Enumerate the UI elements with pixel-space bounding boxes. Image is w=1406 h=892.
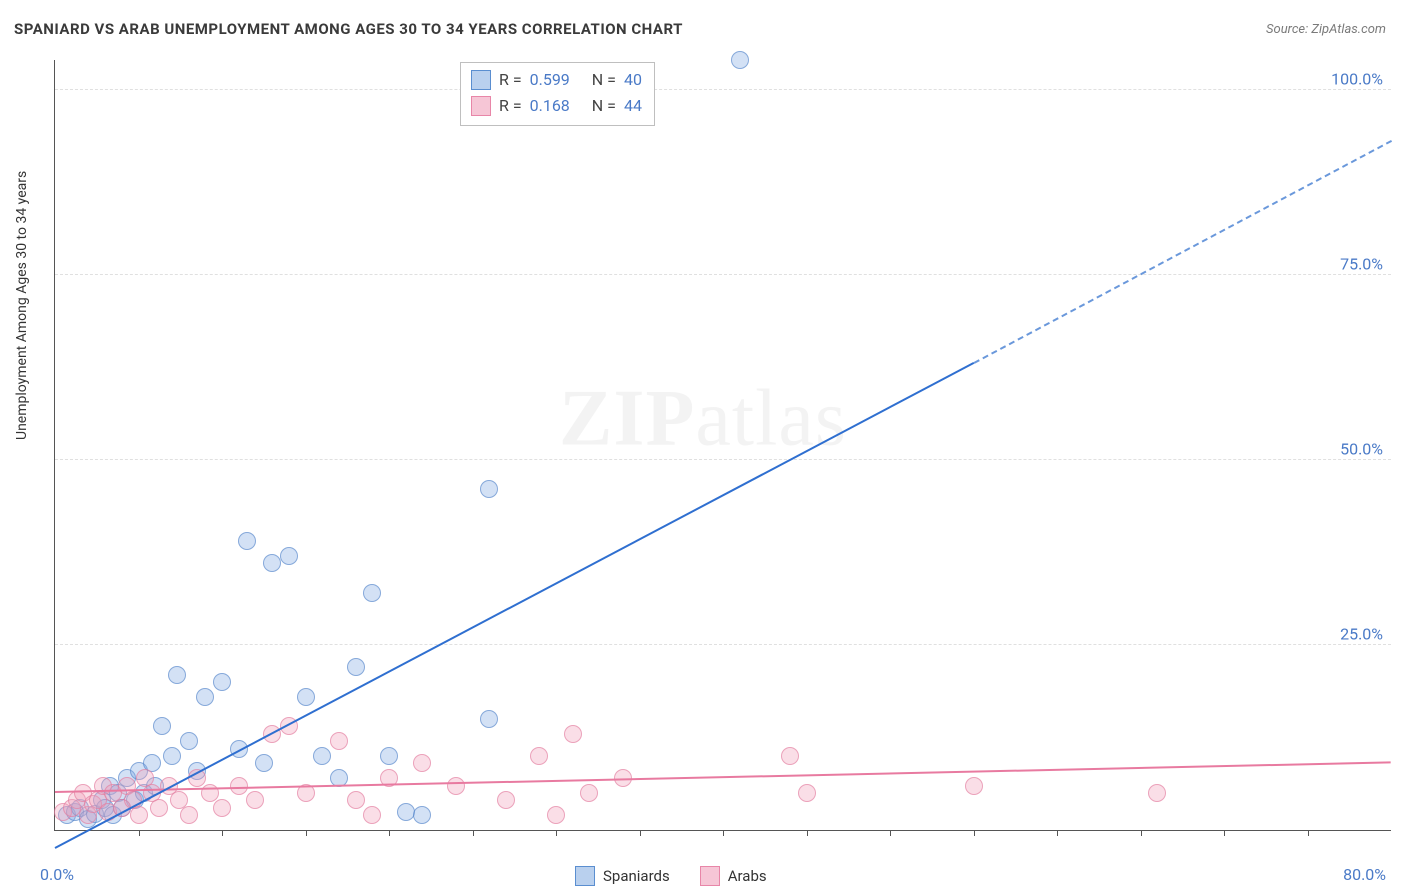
x-tick bbox=[1141, 830, 1142, 836]
legend-swatch bbox=[700, 866, 720, 886]
x-tick bbox=[306, 830, 307, 836]
spaniards-point bbox=[297, 688, 315, 706]
x-tick bbox=[139, 830, 140, 836]
arabs-point bbox=[230, 777, 248, 795]
spaniards-point bbox=[731, 51, 749, 69]
x-tick bbox=[473, 830, 474, 836]
x-tick bbox=[640, 830, 641, 836]
source-attribution: Source: ZipAtlas.com bbox=[1266, 22, 1386, 37]
arabs-point bbox=[497, 791, 515, 809]
x-tick bbox=[1308, 830, 1309, 836]
legend-label: Arabs bbox=[728, 867, 767, 885]
x-tick bbox=[1057, 830, 1058, 836]
legend-swatch bbox=[575, 866, 595, 886]
arabs-point bbox=[530, 747, 548, 765]
legend-item: Arabs bbox=[700, 866, 767, 886]
spaniards-point bbox=[413, 806, 431, 824]
arabs-point bbox=[580, 784, 598, 802]
stat-r-value: 0.168 bbox=[530, 93, 570, 119]
spaniards-point bbox=[313, 747, 331, 765]
stat-n-label: N = bbox=[592, 93, 616, 119]
arabs-point bbox=[965, 777, 983, 795]
legend-label: Spaniards bbox=[603, 867, 670, 885]
stat-n-value: 40 bbox=[624, 67, 642, 93]
x-tick bbox=[556, 830, 557, 836]
x-axis-max-label: 80.0% bbox=[1343, 865, 1386, 884]
stat-r-label: R = bbox=[499, 67, 522, 93]
x-tick bbox=[1224, 830, 1225, 836]
x-tick bbox=[890, 830, 891, 836]
arabs-point bbox=[347, 791, 365, 809]
spaniards-point bbox=[238, 532, 256, 550]
grid-line bbox=[55, 459, 1391, 460]
stat-r-value: 0.599 bbox=[530, 67, 570, 93]
arabs-point bbox=[150, 799, 168, 817]
series-legend: Spaniards Arabs bbox=[575, 866, 767, 886]
spaniards-point bbox=[180, 732, 198, 750]
spaniards-point bbox=[196, 688, 214, 706]
plot-area: 25.0% 50.0% 75.0% 100.0% bbox=[54, 60, 1391, 831]
spaniards-point bbox=[397, 803, 415, 821]
arabs-point bbox=[413, 754, 431, 772]
arabs-point bbox=[781, 747, 799, 765]
arabs-point bbox=[330, 732, 348, 750]
arabs-point bbox=[564, 725, 582, 743]
spaniards-point bbox=[213, 673, 231, 691]
spaniards-point bbox=[347, 658, 365, 676]
x-tick bbox=[389, 830, 390, 836]
grid-line bbox=[55, 89, 1391, 90]
y-tick-label: 75.0% bbox=[1340, 254, 1383, 273]
spaniards-point bbox=[480, 710, 498, 728]
arabs-point bbox=[1148, 784, 1166, 802]
x-axis-min-label: 0.0% bbox=[40, 865, 74, 884]
chart-title: SPANIARD VS ARAB UNEMPLOYMENT AMONG AGES… bbox=[14, 20, 683, 38]
x-tick bbox=[222, 830, 223, 836]
y-tick-label: 50.0% bbox=[1340, 439, 1383, 458]
stats-row: R = 0.168 N = 44 bbox=[471, 93, 642, 119]
y-axis-label: Unemployment Among Ages 30 to 34 years bbox=[14, 171, 30, 440]
spaniards-point bbox=[153, 717, 171, 735]
legend-item: Spaniards bbox=[575, 866, 670, 886]
spaniards-point bbox=[255, 754, 273, 772]
stat-n-label: N = bbox=[592, 67, 616, 93]
spaniards-point bbox=[480, 480, 498, 498]
spaniards-point bbox=[380, 747, 398, 765]
x-tick bbox=[723, 830, 724, 836]
arabs-point bbox=[363, 806, 381, 824]
correlation-stats-box: R = 0.599 N = 40 R = 0.168 N = 44 bbox=[460, 62, 655, 126]
stats-row: R = 0.599 N = 40 bbox=[471, 67, 642, 93]
x-tick bbox=[974, 830, 975, 836]
arabs-point bbox=[180, 806, 198, 824]
legend-swatch bbox=[471, 70, 491, 90]
y-tick-label: 25.0% bbox=[1340, 624, 1383, 643]
spaniards-point bbox=[363, 584, 381, 602]
trend-line bbox=[973, 140, 1391, 364]
x-tick bbox=[807, 830, 808, 836]
spaniards-point bbox=[168, 666, 186, 684]
stat-r-label: R = bbox=[499, 93, 522, 119]
y-tick-label: 100.0% bbox=[1331, 69, 1383, 88]
legend-swatch bbox=[471, 96, 491, 116]
grid-line bbox=[55, 274, 1391, 275]
spaniards-point bbox=[263, 554, 281, 572]
arabs-point bbox=[798, 784, 816, 802]
spaniards-point bbox=[280, 547, 298, 565]
arabs-point bbox=[213, 799, 231, 817]
arabs-point bbox=[547, 806, 565, 824]
arabs-point bbox=[246, 791, 264, 809]
arabs-point bbox=[130, 806, 148, 824]
spaniards-point bbox=[163, 747, 181, 765]
arabs-point bbox=[447, 777, 465, 795]
grid-line bbox=[55, 644, 1391, 645]
stat-n-value: 44 bbox=[624, 93, 642, 119]
